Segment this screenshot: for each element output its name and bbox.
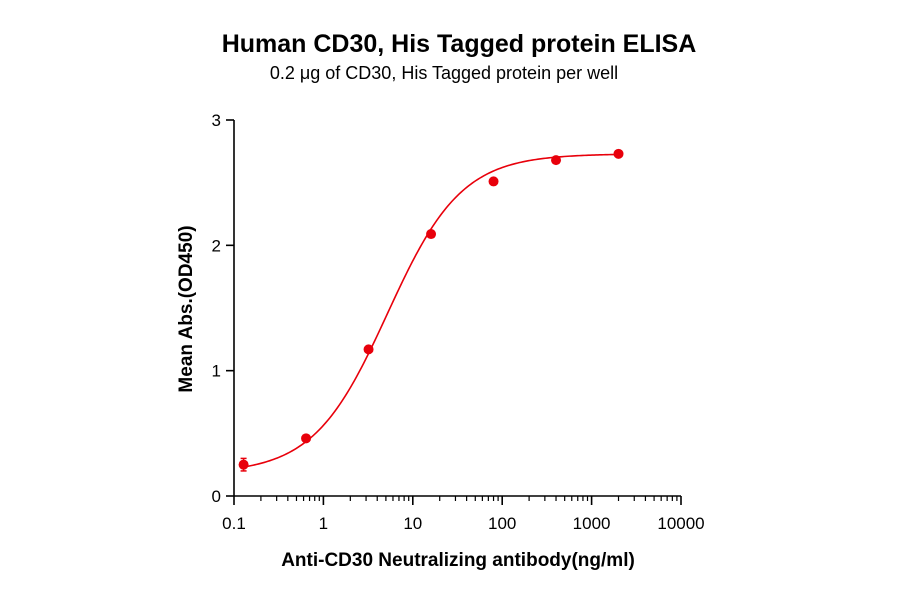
- data-point: [363, 344, 374, 355]
- data-point: [238, 459, 249, 470]
- x-tick-label: 10000: [657, 514, 704, 533]
- x-tick-label: 1: [319, 514, 328, 533]
- x-tick-label: 0.1: [222, 514, 246, 533]
- data-point: [426, 229, 437, 240]
- y-tick-label: 0: [212, 487, 221, 506]
- y-tick-label: 3: [212, 111, 221, 130]
- data-points: [238, 148, 624, 472]
- fit-curve: [243, 153, 619, 468]
- x-tick-label: 10: [403, 514, 422, 533]
- x-tick-label: 1000: [573, 514, 611, 533]
- y-axis-label: Mean Abs.(OD450): [176, 225, 197, 392]
- data-point: [301, 433, 312, 444]
- y-axis-ticks: 0 1 2 3: [212, 111, 234, 506]
- y-tick-label: 2: [212, 236, 221, 255]
- x-tick-label: 100: [488, 514, 516, 533]
- x-axis-ticks: 0.1 1 10 100 1000 10000: [222, 496, 705, 533]
- y-tick-label: 1: [212, 362, 221, 381]
- x-axis-label: Anti-CD30 Neutralizing antibody(ng/ml): [281, 550, 635, 571]
- chart-title: Human CD30, His Tagged protein ELISA: [222, 30, 697, 58]
- data-point: [613, 148, 624, 159]
- data-point: [488, 176, 499, 187]
- data-point: [551, 155, 562, 166]
- chart-subtitle: 0.2 μg of CD30, His Tagged protein per w…: [270, 63, 618, 83]
